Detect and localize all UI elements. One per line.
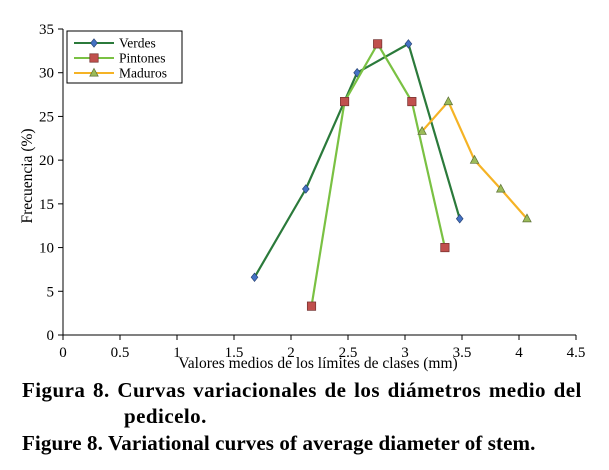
data-point-pintones-4 bbox=[407, 97, 417, 107]
x-tick-label: 0 bbox=[59, 345, 67, 361]
y-axis-label: Frecuencia (%) bbox=[19, 128, 36, 223]
x-tick-label: 2.5 bbox=[339, 345, 358, 361]
x-axis-label: Valores medios de los límites de clases … bbox=[178, 355, 457, 372]
data-point-pintones-2 bbox=[340, 97, 350, 107]
data-point-maduros-4 bbox=[495, 183, 506, 193]
x-tick-label: 0.5 bbox=[111, 345, 130, 361]
series-pintones bbox=[306, 39, 450, 311]
x-tick-label: 3.5 bbox=[453, 345, 472, 361]
y-tick-label: 10 bbox=[39, 241, 54, 257]
y-tick-label: 30 bbox=[39, 66, 54, 82]
legend-entry-maduros: Maduros bbox=[74, 66, 167, 81]
y-tick-label: 15 bbox=[39, 197, 54, 213]
legend-label-verdes: Verdes bbox=[119, 36, 156, 51]
data-point-maduros-3 bbox=[469, 154, 480, 164]
y-tick-label: 5 bbox=[47, 284, 55, 300]
y-tick-label: 0 bbox=[47, 328, 55, 344]
data-point-verdes-1 bbox=[250, 272, 259, 283]
data-point-verdes-3 bbox=[353, 67, 361, 78]
x-tick-label: 1.5 bbox=[225, 345, 244, 361]
data-point-pintones-5 bbox=[440, 243, 450, 253]
legend-entry-pintones: Pintones bbox=[74, 51, 166, 66]
axes: 0 0.5 1 1.5 2 2.5 3 3.5 4 4.5 0 5 10 15 20 25 30 35 Valore… bbox=[19, 22, 585, 372]
legend-label-maduros: Maduros bbox=[119, 66, 167, 81]
series-line-pintones bbox=[310, 42, 446, 307]
legend-entry-verdes: Verdes bbox=[74, 36, 156, 51]
x-tick-label: 1 bbox=[173, 345, 181, 361]
caption-spanish-line-2: pedicelo. bbox=[124, 404, 207, 428]
y-tick-label: 20 bbox=[39, 153, 54, 169]
data-point-verdes-4 bbox=[404, 39, 413, 49]
data-point-pintones-1 bbox=[306, 301, 317, 311]
x-tick-label: 4 bbox=[515, 345, 523, 361]
data-point-verdes-5 bbox=[455, 213, 464, 224]
legend-marker-maduros bbox=[89, 67, 99, 77]
x-tick-label: 3 bbox=[401, 345, 409, 361]
x-tick-label: 4.5 bbox=[567, 345, 586, 361]
series-verdes bbox=[250, 39, 464, 283]
y-tick-label: 35 bbox=[39, 22, 54, 38]
data-point-maduros-5 bbox=[522, 213, 532, 223]
y-tick-label: 25 bbox=[39, 109, 54, 125]
data-point-maduros-2 bbox=[443, 96, 454, 106]
caption-english: Figure 8. Variational curves of average … bbox=[22, 431, 536, 455]
x-tick-label: 2 bbox=[287, 345, 295, 361]
data-point-pintones-3 bbox=[373, 39, 383, 49]
data-point-maduros-1 bbox=[417, 125, 427, 135]
legend-marker-verdes bbox=[90, 38, 98, 48]
series-layer bbox=[250, 39, 532, 311]
caption-spanish-line-1: Figura 8. Curvas variacionales de los di… bbox=[22, 378, 582, 402]
legend-marker-pintones bbox=[89, 53, 99, 63]
legend-label-pintones: Pintones bbox=[119, 51, 166, 66]
series-maduros bbox=[417, 96, 532, 223]
data-point-verdes-2 bbox=[302, 184, 310, 194]
